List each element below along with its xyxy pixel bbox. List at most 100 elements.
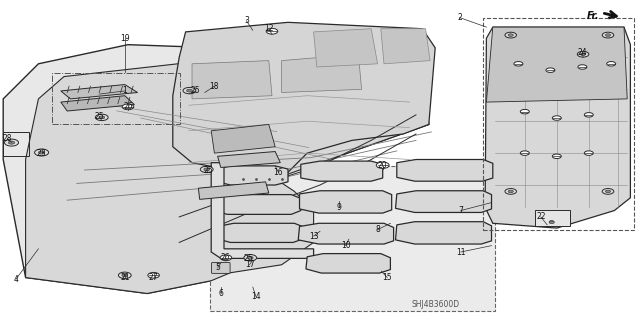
Text: 12: 12	[264, 24, 273, 33]
Text: 8: 8	[375, 225, 380, 234]
Text: 21: 21	[120, 273, 129, 282]
Polygon shape	[314, 29, 378, 67]
Circle shape	[520, 109, 529, 114]
Polygon shape	[216, 223, 304, 242]
Circle shape	[552, 116, 561, 120]
Text: 15: 15	[382, 273, 392, 282]
Circle shape	[605, 34, 611, 36]
Text: 6: 6	[218, 289, 223, 298]
Circle shape	[505, 32, 516, 38]
Circle shape	[99, 116, 105, 119]
Text: 10: 10	[340, 241, 351, 250]
Circle shape	[38, 151, 45, 154]
Circle shape	[549, 220, 554, 223]
Text: 11: 11	[456, 248, 465, 256]
Polygon shape	[486, 27, 627, 102]
Text: 23: 23	[36, 149, 47, 158]
Circle shape	[584, 151, 593, 155]
Bar	[52, 73, 180, 124]
Polygon shape	[218, 166, 288, 185]
Text: 28: 28	[3, 134, 12, 143]
Polygon shape	[300, 191, 392, 213]
Circle shape	[244, 255, 257, 261]
FancyBboxPatch shape	[211, 263, 230, 273]
Polygon shape	[61, 96, 134, 111]
Circle shape	[508, 34, 513, 36]
Circle shape	[95, 114, 108, 121]
Text: 14: 14	[251, 292, 261, 301]
Text: 9: 9	[337, 203, 342, 212]
Circle shape	[580, 53, 586, 56]
Bar	[3, 132, 29, 156]
Polygon shape	[26, 62, 429, 293]
Circle shape	[602, 189, 614, 194]
Polygon shape	[214, 195, 301, 214]
Text: 18: 18	[210, 82, 219, 91]
Circle shape	[514, 62, 523, 66]
Circle shape	[546, 219, 557, 225]
Bar	[210, 166, 495, 311]
Circle shape	[549, 221, 554, 224]
Polygon shape	[218, 152, 280, 167]
Polygon shape	[211, 124, 275, 153]
Circle shape	[376, 162, 389, 168]
Text: 2: 2	[457, 13, 462, 22]
Circle shape	[552, 154, 561, 159]
Text: 25: 25	[243, 254, 253, 263]
Circle shape	[547, 219, 557, 224]
Text: SHJ4B3600D: SHJ4B3600D	[411, 300, 460, 309]
Text: 24: 24	[577, 48, 588, 57]
Circle shape	[4, 139, 19, 146]
Circle shape	[602, 32, 614, 38]
Polygon shape	[397, 160, 493, 181]
Polygon shape	[301, 161, 383, 181]
Circle shape	[200, 166, 213, 173]
Circle shape	[248, 256, 253, 259]
Circle shape	[546, 68, 555, 72]
Polygon shape	[396, 191, 492, 212]
Text: 27: 27	[148, 273, 159, 282]
Circle shape	[122, 274, 128, 277]
Text: 17: 17	[244, 260, 255, 269]
Text: 13: 13	[308, 232, 319, 241]
Text: 25: 25	[94, 112, 104, 121]
Text: 26: 26	[220, 253, 230, 262]
Circle shape	[204, 168, 210, 171]
Polygon shape	[282, 54, 362, 93]
Circle shape	[607, 62, 616, 66]
Polygon shape	[211, 163, 314, 258]
Polygon shape	[173, 22, 435, 179]
Circle shape	[187, 89, 192, 92]
Circle shape	[183, 87, 196, 94]
Text: 26: 26	[123, 102, 133, 111]
Polygon shape	[61, 85, 138, 99]
Text: 7: 7	[458, 206, 463, 215]
Circle shape	[148, 272, 159, 278]
Text: 25: 25	[203, 166, 213, 175]
Polygon shape	[3, 45, 429, 293]
Circle shape	[605, 190, 611, 193]
Text: 22: 22	[536, 212, 545, 221]
Text: Fr.: Fr.	[586, 11, 599, 21]
Circle shape	[578, 65, 587, 69]
Polygon shape	[381, 29, 430, 64]
Text: 20: 20	[378, 161, 388, 170]
Circle shape	[122, 104, 134, 110]
Circle shape	[505, 189, 516, 194]
Text: 3: 3	[244, 16, 249, 25]
Polygon shape	[192, 61, 272, 99]
Polygon shape	[198, 182, 269, 199]
Circle shape	[118, 272, 131, 278]
Polygon shape	[298, 223, 394, 244]
Bar	[535, 210, 570, 226]
Text: 1: 1	[122, 86, 127, 95]
Text: 4: 4	[13, 275, 19, 284]
Text: 16: 16	[273, 168, 284, 177]
Circle shape	[35, 149, 49, 156]
Circle shape	[577, 51, 589, 57]
Circle shape	[220, 255, 232, 261]
Circle shape	[266, 28, 278, 34]
Circle shape	[508, 190, 513, 193]
Circle shape	[8, 141, 15, 144]
Polygon shape	[485, 27, 630, 228]
